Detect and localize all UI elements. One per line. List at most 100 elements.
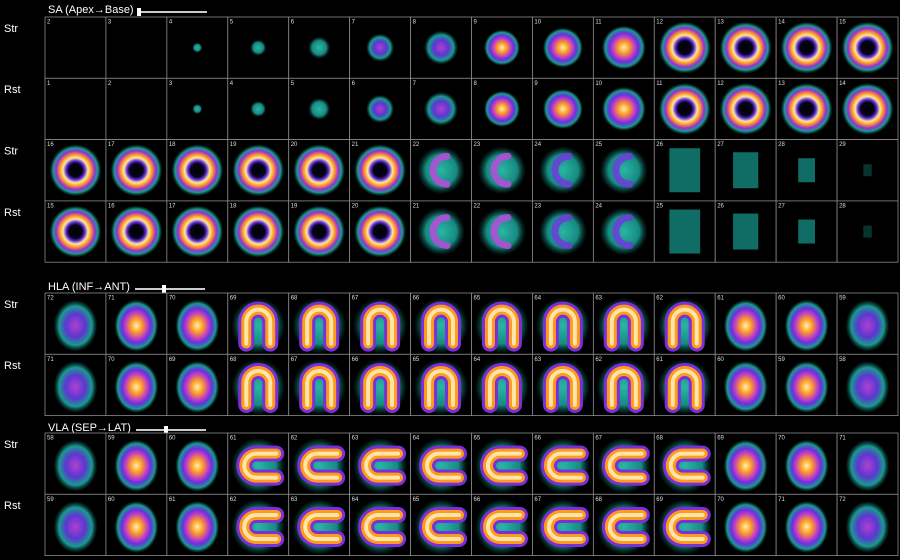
slice-cell: 6 [288,16,351,79]
slice-number: 2 [108,81,112,87]
slice-cell: 10 [592,77,655,141]
slice-cell: 66 [349,353,411,416]
slice-cell: 7 [349,16,411,79]
slice-number: 69 [656,497,663,503]
slice-arc [551,214,573,250]
slice-cell: 3 [166,77,229,141]
slice-wall [366,368,395,407]
slice-cell: 14 [836,77,899,141]
slice-blob [250,39,267,56]
slice-blob [723,360,768,413]
slice-blob [192,42,203,53]
slice-cell: 23 [471,139,533,202]
slice-number: 66 [474,497,481,503]
slice-number: 61 [230,436,237,442]
slice-number: 71 [839,436,846,442]
slice-number: 1 [47,81,51,87]
slice-wall [609,307,638,346]
slice-ring [171,205,224,258]
slice-cell: 69 [166,353,229,416]
slice-number: 61 [169,497,176,503]
slice-blob [723,299,768,352]
slice-cell: 3 [105,16,168,79]
slice-arc [429,214,451,250]
row-label: Rst [4,84,21,96]
slice-number: 61 [656,357,663,363]
slice-wall [668,512,705,541]
slice-number: 16 [108,203,115,209]
slice-blob [483,90,520,127]
slice-number: 70 [778,436,785,442]
slice-number: 60 [108,497,115,503]
slice-number: 26 [717,203,724,209]
slice-cell: 72 [836,493,899,556]
slice-number: 11 [595,20,602,26]
slice-cell: 59 [105,432,168,495]
slice-cell: 70 [166,292,229,355]
slice-blob [798,158,816,183]
slice-wall [242,512,279,541]
slice-number: 23 [474,142,481,148]
slice-number: 15 [47,203,54,209]
slice-number: 58 [47,436,54,442]
slice-number: 9 [534,81,538,87]
slice-cell: 15 [44,200,107,263]
slice-number: 68 [595,497,602,503]
slice-blob [723,439,768,492]
slice-cell: 25 [653,200,716,263]
slice-number: 65 [413,357,420,363]
slice-cell: 19 [288,200,351,263]
slice-number: 67 [352,296,359,302]
slice-number: 63 [352,436,359,442]
slice-blob [542,27,583,68]
slice-blob [845,299,890,352]
slice-cell: 67 [592,432,655,495]
slice-number: 61 [717,296,724,302]
slice-cell: 62 [653,292,716,355]
row-label: Str [4,23,18,35]
slice-blob [114,500,159,553]
cell-frame [105,77,168,141]
slice-ring [49,144,102,197]
slice-cell: 17 [105,139,168,202]
slice-number: 64 [474,357,481,363]
slice-number: 21 [352,142,359,148]
slice-number: 6 [352,81,356,87]
section-title: HLA (INF→ANT) [48,281,130,293]
slice-cell: 12 [653,16,716,79]
slice-wall [487,368,516,407]
slice-cell: 23 [532,200,594,263]
slice-number: 71 [778,497,785,503]
slice-number: 26 [656,142,663,148]
slice-blob [114,439,159,492]
slice-number: 59 [778,357,785,363]
slice-number: 71 [108,296,115,302]
slice-number: 4 [230,81,234,87]
slice-blob [366,94,395,123]
slider-knob[interactable] [137,8,141,16]
slice-number: 62 [291,436,298,442]
slice-arc [612,152,634,188]
slider-knob[interactable] [164,426,168,434]
slice-number: 27 [717,142,724,148]
section-title: SA (Apex→Base) [48,4,134,16]
slice-blob [53,360,98,413]
slice-cell: 22 [410,139,472,202]
slice-cell: 26 [653,139,716,202]
slice-number: 10 [595,81,602,87]
slider-knob[interactable] [162,285,166,293]
slice-number: 63 [291,497,298,503]
slice-number: 65 [474,436,481,442]
slice-number: 20 [291,142,298,148]
slice-number: 67 [534,497,541,503]
slice-cell: 27 [714,139,777,202]
row-label: Rst [4,500,21,512]
slice-cell: 58 [44,432,107,495]
slice-wall [607,512,644,541]
slice-cell: 70 [775,432,838,495]
slice-wall [670,307,699,346]
slice-ring [110,205,163,258]
slice-blob [175,439,220,492]
slice-wall [546,451,583,480]
slice-cell: 7 [410,77,472,141]
